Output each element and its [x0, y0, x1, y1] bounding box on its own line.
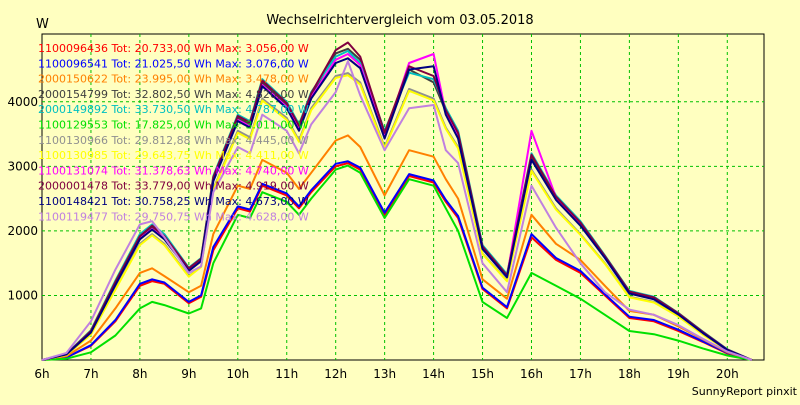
- legend-entry: 2000150622 Tot: 23.995,00 Wh Max: 3.478,…: [38, 73, 309, 86]
- x-tick-label: 17h: [569, 367, 592, 381]
- x-tick-label: 13h: [373, 367, 396, 381]
- footer-credit: SunnyReport pinxit: [692, 385, 798, 398]
- legend-entry: 1100131074 Tot: 31.378,63 Wh Max: 4.740,…: [38, 164, 309, 177]
- y-tick-label: 2000: [7, 224, 38, 238]
- x-tick-label: 8h: [132, 367, 147, 381]
- legend-entry: 2000001478 Tot: 33.779,00 Wh Max: 4.919,…: [38, 180, 309, 193]
- x-tick-label: 9h: [181, 367, 196, 381]
- legend: 1100096436 Tot: 20.733,00 Wh Max: 3.056,…: [38, 42, 309, 223]
- legend-entry: 2000149892 Tot: 33.730,50 Wh Max: 4.787,…: [38, 103, 309, 116]
- x-tick-label: 18h: [618, 367, 641, 381]
- legend-entry: 2000154799 Tot: 32.802,50 Wh Max: 4.820,…: [38, 88, 309, 101]
- legend-entry: 1100129553 Tot: 17.825,00 Wh Max: 3.011,…: [38, 119, 309, 132]
- series-line-3: [41, 134, 753, 361]
- x-tick-label: 19h: [667, 367, 690, 381]
- legend-entry: 1100119477 Tot: 29.750,75 Wh Max: 4.628,…: [38, 210, 309, 223]
- x-tick-label: 15h: [471, 367, 494, 381]
- legend-entry: 1100096436 Tot: 20.733,00 Wh Max: 3.056,…: [38, 42, 309, 55]
- x-tick-label: 16h: [520, 367, 543, 381]
- x-tick-label: 11h: [275, 367, 298, 381]
- chart-title: Wechselrichtervergleich vom 03.05.2018: [266, 13, 533, 28]
- axis-ticks: 6h 7h 8h 9h 10h 11h 12h 13h 14h 15h 16h 17h 18h 19h 20…: [7, 95, 738, 381]
- x-tick-label: 7h: [83, 367, 98, 381]
- x-tick-label: 14h: [422, 367, 445, 381]
- legend-entry: 1100148421 Tot: 30.758,25 Wh Max: 4.673,…: [38, 195, 309, 208]
- y-axis-label: W: [36, 17, 49, 32]
- y-tick-label: 1000: [7, 288, 38, 302]
- x-tick-label: 10h: [226, 367, 249, 381]
- y-tick-label: 3000: [7, 159, 38, 173]
- x-tick-label: 12h: [324, 367, 347, 381]
- series-line-12: [41, 60, 753, 361]
- series-line-2: [41, 160, 753, 361]
- legend-entry: 1100096541 Tot: 21.025,50 Wh Max: 3.076,…: [38, 57, 309, 70]
- series-line-6: [41, 164, 752, 361]
- x-tick-label: 6h: [34, 367, 49, 381]
- x-tick-label: 20h: [716, 367, 739, 381]
- series-lines: [41, 41, 753, 361]
- legend-entry: 1100130985 Tot: 29.643,75 Wh Max: 4.411,…: [38, 149, 309, 162]
- legend-entry: 1100130966 Tot: 29.812,88 Wh Max: 4.445,…: [38, 134, 309, 147]
- series-line-11: [41, 57, 753, 361]
- y-tick-label: 4000: [7, 95, 38, 109]
